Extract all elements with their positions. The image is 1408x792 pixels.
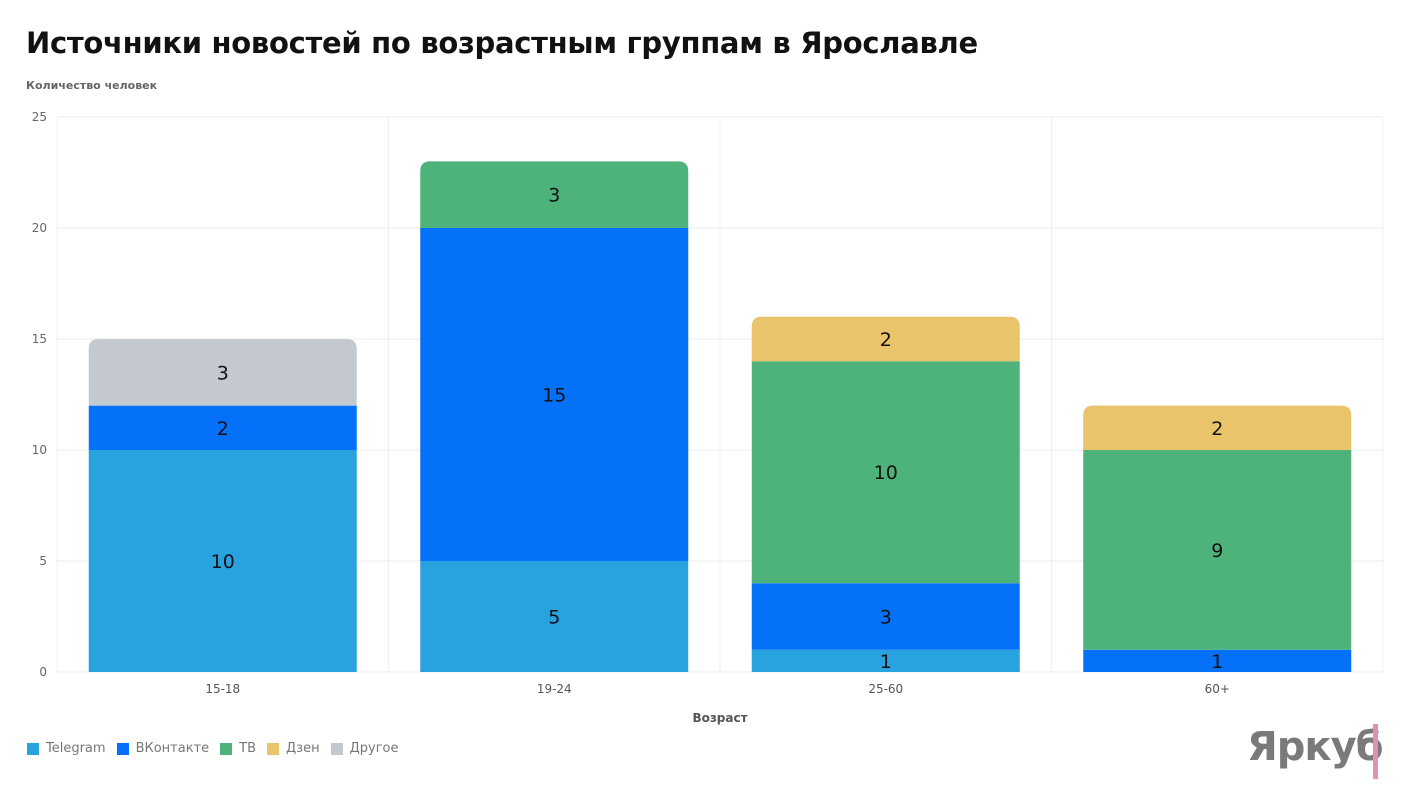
y-tick-label: 10 — [32, 443, 47, 457]
data-label: 15 — [542, 385, 566, 407]
y-tick-label: 20 — [32, 221, 47, 235]
data-label: 2 — [880, 329, 892, 351]
legend-item[interactable]: ВКонтакте — [116, 741, 210, 756]
data-label: 3 — [548, 185, 560, 207]
legend-item[interactable]: ТВ — [220, 741, 256, 756]
bar-segment — [88, 339, 357, 406]
y-tick-label: 25 — [32, 110, 47, 124]
data-label: 3 — [880, 607, 892, 629]
bar-segment — [751, 361, 1020, 584]
data-label: 5 — [548, 607, 560, 629]
legend-item[interactable]: Дзен — [267, 741, 320, 756]
bar-segment — [88, 405, 357, 450]
data-label: 2 — [1211, 418, 1223, 440]
legend-item[interactable]: Telegram — [27, 741, 106, 756]
x-tick-label: 15-18 — [205, 682, 240, 696]
bar-segment — [420, 161, 689, 228]
y-tick-label: 5 — [39, 554, 47, 568]
legend-label: ВКонтакте — [135, 741, 210, 756]
legend-label: Дзен — [286, 741, 320, 756]
x-tick-label: 25-60 — [868, 682, 903, 696]
bar-segment — [420, 228, 689, 561]
legend-label: Telegram — [46, 741, 106, 756]
logo: Яркуб — [1247, 724, 1384, 770]
logo-accent-bar — [1373, 724, 1378, 779]
legend-swatch — [116, 742, 129, 755]
y-tick-label: 15 — [32, 332, 47, 346]
chart-title: Источники новостей по возрастным группам… — [26, 26, 978, 60]
data-label: 2 — [217, 418, 229, 440]
x-tick-label: 19-24 — [537, 682, 572, 696]
legend: Telegram ВКонтакте ТВ Дзен Другое — [27, 741, 398, 756]
legend-label: ТВ — [239, 741, 257, 756]
bar-segment — [88, 450, 357, 672]
data-label: 10 — [211, 551, 235, 573]
x-axis-label: Возраст — [692, 711, 747, 725]
bar-segment — [751, 316, 1020, 362]
data-label: 1 — [1211, 651, 1223, 673]
legend-label: Другое — [349, 741, 399, 756]
legend-swatch — [27, 742, 39, 755]
bar-segment — [1083, 649, 1352, 672]
bar-segment — [420, 561, 689, 672]
legend-swatch — [220, 742, 233, 755]
x-tick-label: 60+ — [1205, 682, 1230, 696]
legend-swatch — [330, 742, 343, 755]
y-axis-label: Количество человек — [26, 79, 158, 92]
bar-segment — [751, 583, 1020, 650]
data-label: 10 — [874, 462, 898, 484]
y-tick-label: 0 — [39, 665, 47, 679]
legend-item[interactable]: Другое — [330, 741, 399, 756]
bar-segment — [1083, 450, 1352, 650]
bar-segment — [751, 649, 1020, 672]
data-label: 3 — [217, 362, 229, 384]
bar-segment — [1083, 405, 1352, 450]
legend-swatch — [267, 742, 280, 755]
data-label: 1 — [880, 651, 892, 673]
data-label: 9 — [1211, 540, 1223, 562]
